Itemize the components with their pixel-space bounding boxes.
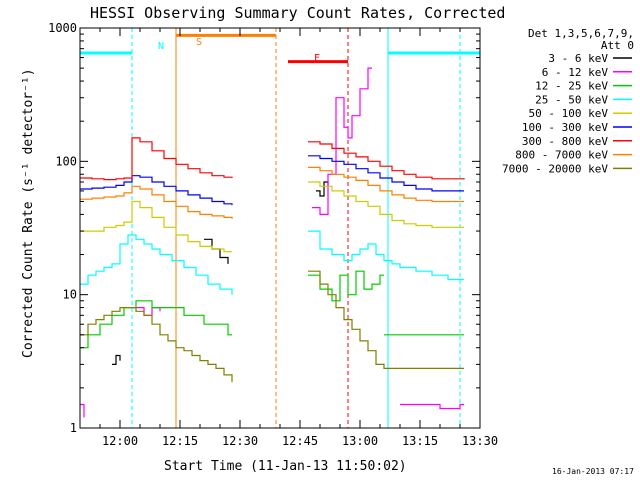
- y-axis: 1 10 100 1000: [48, 21, 480, 435]
- series-line-5: [308, 181, 464, 228]
- x-tick-label: 13:00: [342, 434, 378, 448]
- y-tick-label: 10: [63, 288, 77, 302]
- series-line-6: [80, 175, 233, 206]
- status-flag-label: S: [196, 37, 202, 48]
- series-line-8: [80, 185, 233, 219]
- series-line-4: [80, 234, 233, 295]
- x-tick-label: 13:30: [462, 434, 498, 448]
- legend-label: 800 - 7000 keV: [515, 149, 608, 162]
- legend-label: 25 - 50 keV: [535, 93, 608, 106]
- series-line-2: [312, 67, 372, 215]
- series-line-5: [80, 200, 232, 253]
- legend-header: Det 1,3,5,6,7,9,: [528, 27, 634, 40]
- legend-label: 6 - 12 keV: [542, 66, 609, 79]
- series-line-3: [308, 270, 384, 302]
- x-tick-label: 12:45: [282, 434, 318, 448]
- x-tick-label: 12:15: [162, 434, 198, 448]
- legend-label: 300 - 800 keV: [522, 135, 608, 148]
- series-line-7: [308, 141, 465, 180]
- series-line-6: [308, 155, 464, 192]
- y-tick-label: 1: [70, 421, 77, 435]
- status-flag-label: F: [314, 53, 320, 64]
- series-line-2: [400, 403, 464, 410]
- legend-header: Att 0: [601, 39, 634, 52]
- x-axis: 12:00 12:15 12:30 12:45 13:00 13:15 13:30: [99, 28, 498, 448]
- series-line-1: [112, 354, 121, 365]
- status-flag-label: N: [158, 41, 164, 52]
- generation-timestamp: 16-Jan-2013 07:17: [552, 467, 634, 476]
- legend-label: 12 - 25 keV: [535, 80, 608, 93]
- y-tick-label: 1000: [48, 21, 77, 35]
- legend-label: 50 - 100 keV: [529, 107, 609, 120]
- series-line-3: [80, 300, 232, 349]
- series-line-9: [308, 270, 464, 369]
- x-tick-label: 12:30: [222, 434, 258, 448]
- x-tick-label: 12:00: [102, 434, 138, 448]
- x-axis-label: Start Time (11-Jan-13 11:50:02): [164, 459, 407, 474]
- series-line-9: [80, 307, 233, 383]
- y-tick-label: 100: [55, 154, 77, 168]
- legend-label: 3 - 6 keV: [548, 52, 608, 65]
- series-line-2: [80, 403, 85, 418]
- legend-label: 100 - 300 keV: [522, 121, 608, 134]
- y-axis-label: Corrected Count Rate (s⁻¹ detector⁻¹): [21, 68, 36, 358]
- x-tick-label: 13:15: [402, 434, 438, 448]
- chart-title: HESSI Observing Summary Count Rates, Cor…: [90, 4, 505, 22]
- chart-marks: N S F: [80, 28, 480, 428]
- series-line-7: [80, 137, 233, 181]
- series-line-8: [308, 166, 464, 203]
- series-line-4: [308, 230, 464, 281]
- legend-label: 7000 - 20000 keV: [502, 162, 608, 175]
- series-line-1: [316, 181, 329, 197]
